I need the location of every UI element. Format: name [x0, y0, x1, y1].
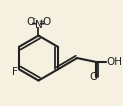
Text: N: N: [35, 20, 42, 30]
Text: OH: OH: [107, 57, 123, 67]
Text: +: +: [39, 19, 45, 25]
Text: ·: ·: [48, 14, 51, 24]
Text: O: O: [89, 72, 97, 82]
Text: F: F: [12, 67, 18, 77]
Text: O: O: [27, 17, 35, 27]
Text: O: O: [42, 17, 50, 27]
Text: ·: ·: [32, 14, 36, 24]
